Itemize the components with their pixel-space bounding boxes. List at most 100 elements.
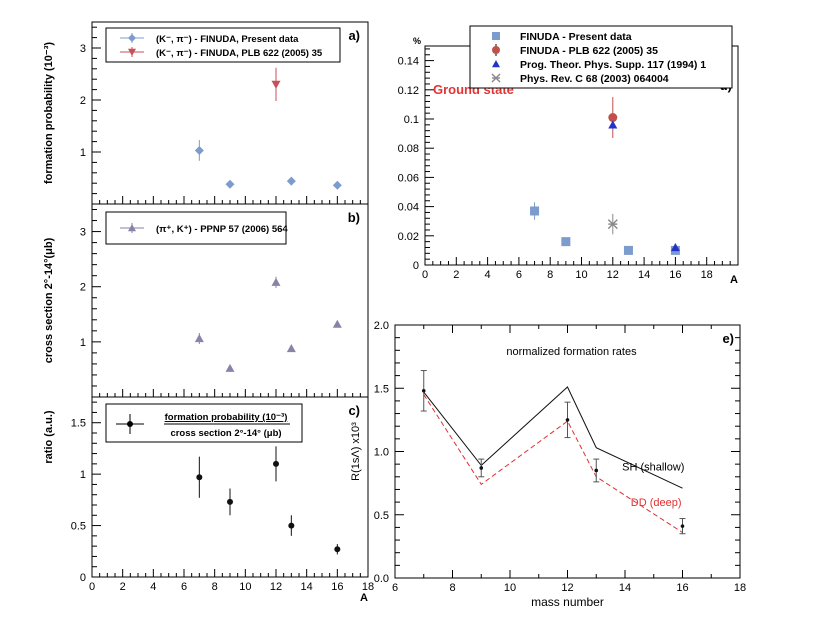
y-tick-label: 2 — [80, 282, 86, 294]
x-tick-label: 12 — [561, 582, 573, 594]
panel-label: b) — [348, 210, 360, 225]
data-point — [196, 474, 203, 481]
panel-a: 1 2 3 a) formation probability (10⁻³) (K⁻, π⁻… — [43, 21, 369, 205]
panel-c: 0 2 4 6 8 10 12 14 16 18 0 0.5 1 1.5 c) ratio (a.u.) Afo… — [43, 396, 374, 604]
data-point — [332, 180, 342, 190]
data-point — [273, 460, 279, 467]
data-point — [225, 363, 235, 372]
y-axis-title: formation probability (10⁻³) — [43, 42, 55, 184]
y-tick-label: 1 — [80, 337, 86, 349]
legend-label: FINUDA - PLB 622 (2005) 35 — [520, 45, 658, 57]
x-tick-label: 10 — [575, 269, 587, 281]
legend-label: (K⁻, π⁻) - FINUDA, Present data — [156, 34, 299, 45]
data-point — [608, 120, 618, 129]
x-tick-label: 10 — [239, 581, 251, 593]
y-tick-label: 0 — [80, 572, 86, 584]
y-tick-label: 1.5 — [71, 418, 86, 430]
data-point — [225, 179, 235, 189]
legend-box — [469, 25, 733, 89]
x-tick-label: 12 — [607, 269, 619, 281]
legend-marker — [127, 421, 133, 427]
x-tick-label: 8 — [449, 582, 455, 594]
x-tick-label: 0 — [89, 581, 95, 593]
y-tick-label: 2 — [80, 95, 86, 107]
x-tick-label: 2 — [453, 269, 459, 281]
x-tick-label: 8 — [547, 269, 553, 281]
panel-e: 6 8 10 12 14 16 180.00.51.01.52.0e)R(1sΛ) x10³… — [350, 320, 746, 609]
data-point — [227, 498, 233, 505]
x-axis-title: A — [730, 274, 738, 286]
chart-title: normalized formation rates — [506, 346, 637, 358]
data-point — [194, 334, 204, 343]
x-tick-label: 18 — [701, 269, 713, 281]
data-point — [271, 80, 281, 89]
panel-b: 1 2 3 b) cross section 2°-14°(μb) (π⁺, K⁺) - … — [43, 203, 369, 398]
data-point — [680, 524, 685, 528]
x-tick-label: 14 — [301, 581, 313, 593]
x-tick-label: 16 — [331, 581, 343, 593]
y-tick-label: 0.5 — [374, 510, 389, 522]
data-point — [565, 418, 570, 422]
data-point — [271, 277, 281, 286]
legend-label: Phys. Rev. C 68 (2003) 064004 — [520, 73, 669, 85]
panel-d: 0 2 4 6 8 10 12 14 16 18 0 0.02 0.04 0.06 0.08 0.1 0.12 0… — [398, 25, 739, 286]
legend-marker — [128, 34, 136, 42]
legend-box — [105, 27, 341, 63]
y-axis-title: cross section 2°-14°(μb) — [43, 237, 55, 363]
x-tick-label: 16 — [669, 269, 681, 281]
legend-denominator: cross section 2°-14° (μb) — [170, 428, 281, 439]
panel-label: a) — [348, 28, 360, 43]
x-axis-title: A — [360, 592, 368, 604]
y-tick-label: 1 — [80, 469, 86, 481]
x-tick-label: 10 — [504, 582, 516, 594]
legend-marker — [128, 224, 136, 232]
sh-label: SH (shallow) — [622, 461, 684, 473]
legend-marker — [492, 60, 500, 68]
legend-numerator: formation probability (10⁻³) — [165, 412, 288, 423]
dd-label: DD (deep) — [631, 497, 682, 509]
x-tick-label: 4 — [150, 581, 156, 593]
y-tick-label: 1.5 — [374, 383, 389, 395]
panel-label: e) — [722, 331, 734, 346]
data-point — [332, 319, 342, 328]
y-tick-label: 1 — [80, 147, 86, 159]
legend-label: (π⁺, K⁺) - PPNP 57 (2006) 564 — [156, 224, 288, 235]
x-tick-label: 14 — [638, 269, 650, 281]
x-tick-label: 12 — [270, 581, 282, 593]
y-tick-label: 0.02 — [398, 231, 419, 243]
x-tick-label: 8 — [212, 581, 218, 593]
legend-marker — [492, 32, 500, 40]
data-point — [623, 245, 633, 255]
x-tick-label: 2 — [120, 581, 126, 593]
legend-label: Prog. Theor. Phys. Supp. 117 (1994) 1 — [520, 59, 706, 71]
series-line-sh — [423, 386, 683, 489]
x-tick-label: 14 — [619, 582, 631, 594]
y-tick-label: 0.04 — [398, 202, 419, 214]
y-tick-label: 3 — [80, 43, 86, 55]
legend-label: (K⁻, π⁻) - FINUDA, PLB 622 (2005) 35 — [156, 48, 323, 59]
y-axis-title: ratio (a.u.) — [43, 410, 55, 464]
y-tick-label: 2.0 — [374, 320, 389, 332]
y-tick-label: 0.14 — [398, 56, 419, 68]
legend-marker — [492, 46, 500, 54]
x-tick-label: 18 — [362, 581, 374, 593]
y-axis-title: R(1sΛ) x10³ — [350, 422, 362, 481]
x-tick-label: 4 — [485, 269, 491, 281]
data-point — [479, 466, 484, 470]
x-tick-label: 0 — [422, 269, 428, 281]
y-tick-label: 3 — [80, 227, 86, 239]
y-axis-title: % — [413, 36, 421, 46]
data-point — [286, 176, 296, 186]
legend-marker — [491, 73, 501, 83]
data-point — [608, 113, 618, 123]
data-point — [607, 219, 618, 230]
x-tick-label: 16 — [676, 582, 688, 594]
data-point — [594, 468, 599, 473]
data-point — [334, 546, 341, 553]
data-point — [530, 206, 540, 216]
data-point — [194, 145, 204, 155]
legend-label: FINUDA - Present data — [520, 31, 632, 43]
legend-marker — [128, 48, 136, 56]
y-tick-label: 0.0 — [374, 573, 389, 585]
